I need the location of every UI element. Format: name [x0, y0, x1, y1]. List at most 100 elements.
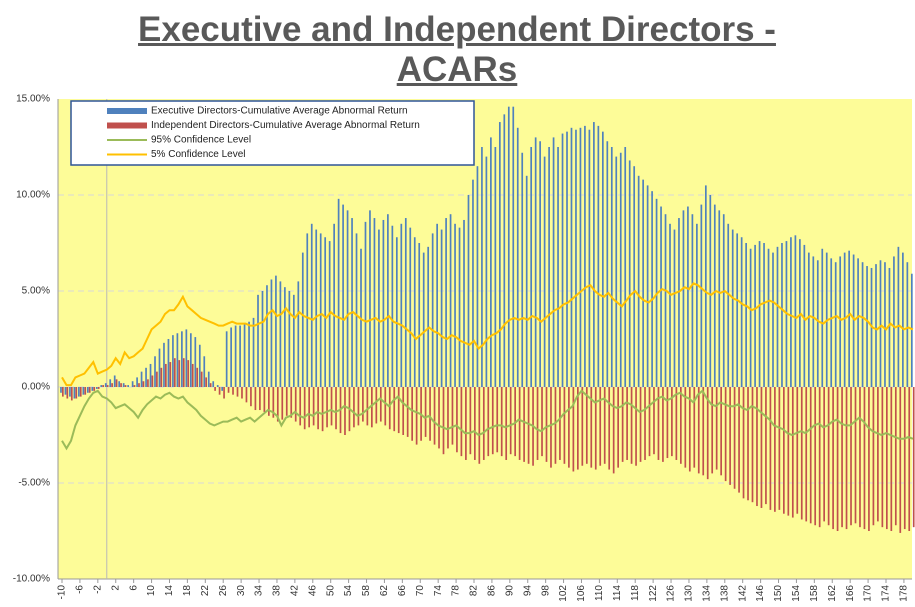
bar — [796, 387, 799, 514]
bar — [731, 229, 734, 387]
bar — [409, 227, 412, 387]
bar — [239, 325, 241, 387]
bar — [861, 262, 864, 387]
x-tick-label: 6 — [128, 585, 139, 591]
bar — [854, 387, 857, 524]
bar — [391, 225, 394, 387]
bar — [765, 387, 767, 505]
bar — [243, 323, 246, 387]
bar — [548, 147, 550, 387]
bar — [794, 235, 797, 387]
bar — [458, 227, 461, 387]
bar — [95, 387, 98, 389]
bar — [805, 387, 808, 522]
bar — [131, 381, 134, 387]
bar — [751, 387, 754, 503]
x-tick-label: 54 — [343, 585, 354, 597]
x-tick-label: 178 — [899, 585, 910, 602]
bar — [584, 125, 586, 387]
bar — [364, 221, 367, 387]
bar — [308, 387, 310, 428]
bar — [575, 129, 577, 387]
bar — [894, 387, 897, 526]
bar — [666, 387, 669, 459]
bar — [465, 387, 467, 460]
bar — [821, 248, 824, 387]
bar — [628, 160, 631, 387]
bar — [903, 387, 906, 530]
bar — [373, 218, 376, 387]
bar — [644, 387, 646, 460]
bar — [97, 387, 100, 389]
bar — [597, 125, 600, 387]
bar — [156, 371, 158, 387]
bar — [164, 363, 167, 387]
bar — [440, 229, 443, 387]
bar — [198, 344, 201, 387]
bar — [594, 387, 597, 470]
x-tick-label: 30 — [236, 585, 247, 597]
bar — [113, 375, 116, 387]
bar — [118, 381, 121, 387]
bar — [523, 387, 525, 462]
legend-label: 5% Confidence Level — [151, 149, 246, 160]
bar — [720, 387, 722, 476]
bar — [772, 252, 774, 387]
bar — [100, 385, 103, 387]
bar — [673, 229, 676, 387]
bar — [62, 387, 64, 397]
x-tick-label: 162 — [827, 585, 838, 602]
x-tick-label: 154 — [791, 585, 802, 602]
bar — [225, 331, 228, 387]
bar — [530, 147, 533, 387]
bar — [487, 387, 490, 457]
x-tick-label: 14 — [164, 585, 175, 597]
bar — [550, 387, 552, 468]
bar — [303, 387, 306, 430]
bar — [73, 387, 76, 399]
bar — [431, 233, 434, 387]
bar — [525, 175, 528, 387]
bar — [812, 256, 815, 387]
bar — [534, 137, 537, 387]
bar — [189, 333, 192, 387]
bar — [402, 387, 405, 435]
bar — [84, 387, 87, 395]
bar — [754, 244, 756, 387]
x-tick-label: 38 — [272, 585, 283, 597]
bar — [315, 229, 318, 387]
bar — [877, 387, 879, 522]
x-tick-label: 102 — [558, 585, 569, 602]
x-tick-label: 66 — [397, 585, 408, 597]
bar — [321, 387, 324, 432]
bar — [181, 331, 183, 387]
bar — [270, 279, 273, 387]
bar — [411, 387, 413, 441]
bar — [626, 387, 628, 460]
y-tick-label: -10.00% — [13, 574, 50, 585]
x-tick-label: 146 — [755, 585, 766, 602]
bar — [651, 191, 653, 387]
bar — [232, 387, 234, 395]
bar — [127, 385, 129, 387]
bar — [747, 387, 749, 501]
bar — [711, 387, 714, 474]
bar — [460, 387, 463, 457]
bar — [653, 387, 655, 455]
x-tick-label: 134 — [702, 585, 713, 602]
bar — [167, 339, 170, 387]
bar — [572, 387, 575, 472]
bar — [601, 131, 604, 387]
bar — [518, 387, 521, 460]
bar — [324, 237, 327, 387]
bar — [496, 387, 499, 453]
x-tick-label: 118 — [630, 585, 641, 601]
bar — [261, 291, 264, 387]
bar — [697, 387, 700, 474]
bar — [140, 371, 143, 387]
bar — [624, 147, 627, 387]
bar — [212, 381, 215, 387]
bar — [449, 214, 452, 387]
bar — [545, 387, 548, 462]
